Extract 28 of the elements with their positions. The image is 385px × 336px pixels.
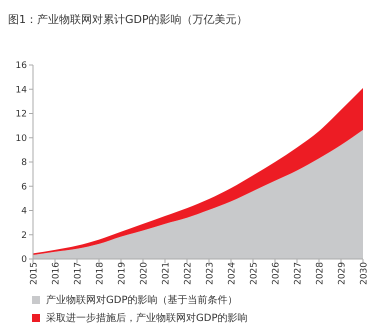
x-tick-label: 2030 xyxy=(359,262,370,285)
y-tick-label: 16 xyxy=(16,61,28,72)
x-tick-label: 2023 xyxy=(205,262,216,285)
legend-label: 采取进一步措施后，产业物联网对GDP的影响 xyxy=(46,312,248,325)
x-tick-label: 2018 xyxy=(95,262,106,285)
x-tick-label: 2024 xyxy=(227,262,238,285)
y-tick-label: 2 xyxy=(21,230,27,241)
x-tick-label: 2025 xyxy=(249,262,260,285)
y-tick-label: 10 xyxy=(16,134,28,144)
y-tick-label: 4 xyxy=(21,206,28,217)
chart-title: 图1：产业物联网对累计GDP的影响（万亿美元） xyxy=(8,12,249,27)
x-tick-label: 2016 xyxy=(51,262,62,285)
x-tick-label: 2027 xyxy=(293,262,304,285)
x-tick-label: 2029 xyxy=(337,262,348,285)
x-tick-label: 2017 xyxy=(73,262,84,285)
y-tick-label: 14 xyxy=(16,85,28,96)
y-tick-label: 8 xyxy=(21,158,28,168)
legend-label: 产业物联网对GDP的影响（基于当前条件） xyxy=(46,294,238,307)
y-tick-label: 6 xyxy=(21,182,28,192)
x-tick-label: 2020 xyxy=(139,262,150,285)
x-tick-label: 2019 xyxy=(117,262,128,285)
y-tick-label: 12 xyxy=(16,110,27,120)
x-tick-label: 2022 xyxy=(183,262,194,285)
y-tick-label: 0 xyxy=(21,255,28,266)
x-tick-label: 2028 xyxy=(315,262,326,285)
x-tick-label: 2015 xyxy=(29,262,40,285)
x-tick-label: 2021 xyxy=(161,262,172,285)
x-tick-label: 2026 xyxy=(271,262,282,285)
